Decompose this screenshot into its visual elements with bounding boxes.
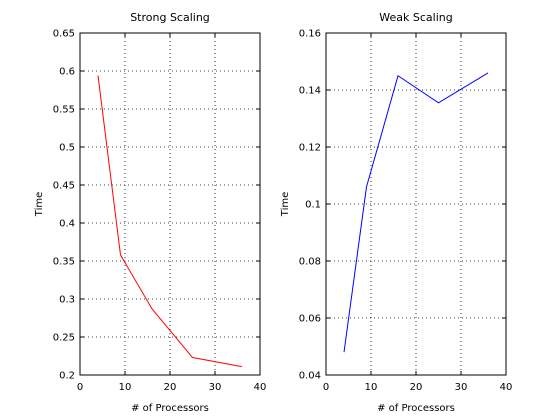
ticks: 0 10 20 30 40 0.2 0.25 0.3 0.35 0.4 0.45 0.5 0.55 0.6… xyxy=(53,29,267,394)
x-tick-label: 40 xyxy=(254,382,267,393)
y-tick-label: 0.12 xyxy=(299,143,321,154)
series xyxy=(343,72,489,353)
chart-title: Weak Scaling xyxy=(379,11,452,24)
y-tick-label: 0.4 xyxy=(59,219,75,230)
y-tick-label: 0.55 xyxy=(53,105,75,116)
grid xyxy=(326,33,506,375)
y-tick-label: 0.16 xyxy=(299,29,321,40)
y-tick-label: 0.14 xyxy=(299,86,321,97)
plot-area xyxy=(79,32,261,376)
y-tick-label: 0.06 xyxy=(299,314,321,325)
y-tick-label: 0.5 xyxy=(59,143,75,154)
x-tick-label: 40 xyxy=(500,382,513,393)
y-tick-label: 0.25 xyxy=(53,333,75,344)
x-axis-label: # of Processors xyxy=(131,403,209,414)
series xyxy=(97,75,243,368)
x-tick-label: 0 xyxy=(77,382,83,393)
x-tick-label: 10 xyxy=(365,382,378,393)
weak-scaling-chart: Weak Scaling # of Processors Time 0 10 20 3… xyxy=(280,11,512,414)
x-tick-label: 0 xyxy=(323,382,329,393)
ticks: 0 10 20 30 40 0.04 0.06 0.08 0.1 0.12 0.14 0.16 xyxy=(299,29,513,394)
x-tick-label: 30 xyxy=(209,382,222,393)
x-tick-label: 30 xyxy=(455,382,468,393)
y-tick-label: 0.2 xyxy=(59,371,75,382)
grid xyxy=(80,33,260,375)
strong-scaling-chart: Strong Scaling # of Processors Time 0 10 2… xyxy=(34,11,266,414)
y-axis-label: Time xyxy=(280,192,291,217)
y-tick-label: 0.3 xyxy=(59,295,75,306)
y-axis-label: Time xyxy=(34,192,45,217)
x-tick-label: 10 xyxy=(119,382,132,393)
x-axis-label: # of Processors xyxy=(377,403,455,414)
y-tick-label: 0.45 xyxy=(53,181,75,192)
x-tick-label: 20 xyxy=(164,382,177,393)
y-tick-label: 0.35 xyxy=(53,257,75,268)
y-tick-label: 0.04 xyxy=(299,371,321,382)
chart-title: Strong Scaling xyxy=(130,11,210,24)
y-tick-label: 0.1 xyxy=(305,200,321,211)
y-tick-label: 0.08 xyxy=(299,257,321,268)
y-tick-label: 0.6 xyxy=(59,67,75,78)
series-line xyxy=(343,72,489,353)
series-line xyxy=(97,75,243,368)
x-tick-label: 20 xyxy=(410,382,423,393)
y-tick-label: 0.65 xyxy=(53,29,75,40)
